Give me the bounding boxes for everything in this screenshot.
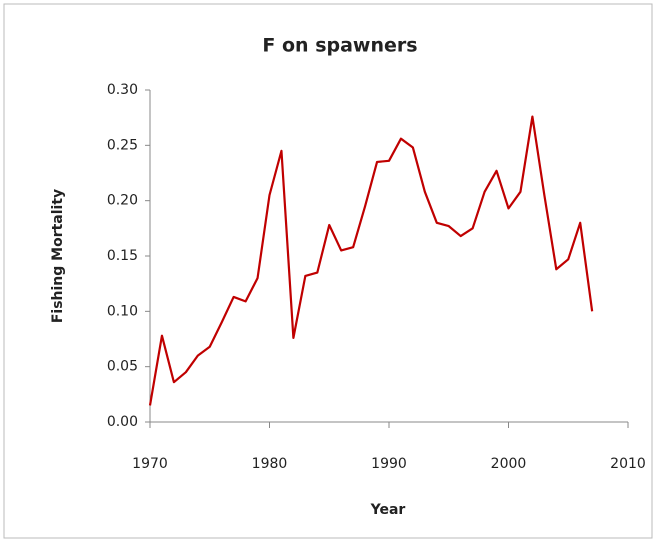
- y-tick-label: 0.25: [107, 137, 138, 153]
- x-tick-label: 2010: [610, 456, 646, 472]
- y-tick-label: 0.15: [107, 248, 138, 264]
- y-tick-label: 0.30: [107, 82, 138, 98]
- y-tick-label: 0.05: [107, 359, 138, 375]
- chart: F on spawners Year Fishing Mortality 0.0…: [0, 0, 656, 544]
- y-tick-label: 0.10: [107, 303, 138, 319]
- x-tick-label: 2000: [491, 456, 527, 472]
- x-axis-label: Year: [370, 502, 406, 518]
- x-tick-label: 1970: [132, 456, 168, 472]
- x-tick-label: 1990: [371, 456, 407, 472]
- y-tick-label: 0.00: [107, 414, 138, 430]
- chart-title: F on spawners: [262, 35, 417, 57]
- chart-frame: [4, 4, 652, 538]
- y-axis-label: Fishing Mortality: [50, 189, 66, 323]
- x-tick-label: 1980: [252, 456, 288, 472]
- y-tick-label: 0.20: [107, 193, 138, 209]
